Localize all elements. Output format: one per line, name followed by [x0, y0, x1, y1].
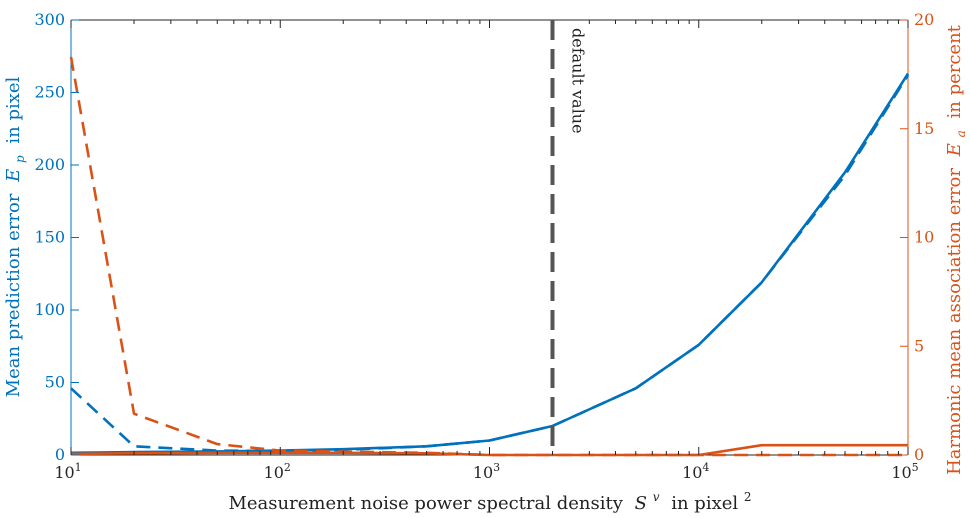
- left-y-axis-title: Mean prediction error E p in pixel: [3, 76, 29, 397]
- x-tick-label-exponent: 2: [284, 461, 291, 474]
- left-y-tick-label: 150: [34, 228, 65, 247]
- left-y-axis-title-unit: in pixel: [3, 76, 24, 143]
- ticks-layer: 101 102 103 104 1050501001502002503000510152…: [34, 10, 934, 482]
- x-tick-label-exponent: 4: [702, 461, 709, 474]
- right-y-tick-label: 10: [914, 228, 934, 247]
- right-y-tick-label: 20: [914, 10, 934, 29]
- left-y-tick-label: 100: [34, 300, 65, 319]
- x-tick-label-base: 10: [682, 463, 702, 482]
- x-axis-title-symbol: S: [635, 493, 647, 514]
- x-tick-label-exponent: 3: [493, 461, 500, 474]
- right-y-axis-title-text: Harmonic mean association error: [944, 168, 965, 475]
- left-y-tick-label: 50: [45, 373, 65, 392]
- left-y-axis-title-subscript: p: [13, 155, 27, 163]
- x-tick-label: 101: [54, 461, 81, 482]
- left-y-axis-title-text: Mean prediction error: [3, 193, 24, 397]
- right-y-axis-title-subscript: a: [954, 130, 968, 137]
- left-y-tick-label: 300: [34, 10, 65, 29]
- x-tick-label-base: 10: [473, 463, 493, 482]
- x-axis-title-unit: in pixel: [671, 493, 738, 514]
- plot-area: [70, 19, 909, 456]
- x-axis-title: Measurement noise power spectral density…: [228, 485, 751, 514]
- right-y-axis-title: Harmonic mean association error E a in p…: [944, 24, 970, 475]
- x-tick-label-exponent: 5: [912, 461, 919, 474]
- right-y-tick-label: 15: [914, 119, 934, 138]
- x-tick-label-base: 10: [891, 463, 911, 482]
- left-y-tick-label: 200: [34, 155, 65, 174]
- x-tick-label-base: 10: [54, 463, 74, 482]
- x-axis-title-superscript: v: [653, 490, 660, 504]
- right-y-tick-label: 5: [914, 336, 924, 355]
- x-tick-label: 104: [682, 461, 709, 482]
- default-value-label: default value: [568, 28, 587, 134]
- right-y-axis-title-symbol: E: [944, 143, 965, 157]
- left-y-axis-title-symbol: E: [3, 169, 24, 183]
- x-axis-title-unit-exponent: 2: [744, 490, 752, 504]
- x-tick-label: 105: [891, 461, 918, 482]
- x-tick-label: 102: [264, 461, 291, 482]
- left-y-tick-label: 250: [34, 83, 65, 102]
- series-left-dashed-line: [70, 74, 910, 453]
- annotation-layer: default value: [550, 20, 587, 455]
- left-y-tick-label: 0: [55, 445, 65, 464]
- x-axis-title-text: Measurement noise power spectral density: [228, 493, 623, 514]
- right-y-axis-title-unit: in percent: [944, 24, 965, 118]
- series-layer: [69, 56, 910, 457]
- series-left-solid-line: [70, 72, 910, 455]
- x-tick-label-base: 10: [264, 463, 284, 482]
- x-tick-label-exponent: 1: [75, 461, 82, 474]
- right-y-tick-label: 0: [914, 445, 924, 464]
- x-tick-label: 103: [473, 461, 500, 482]
